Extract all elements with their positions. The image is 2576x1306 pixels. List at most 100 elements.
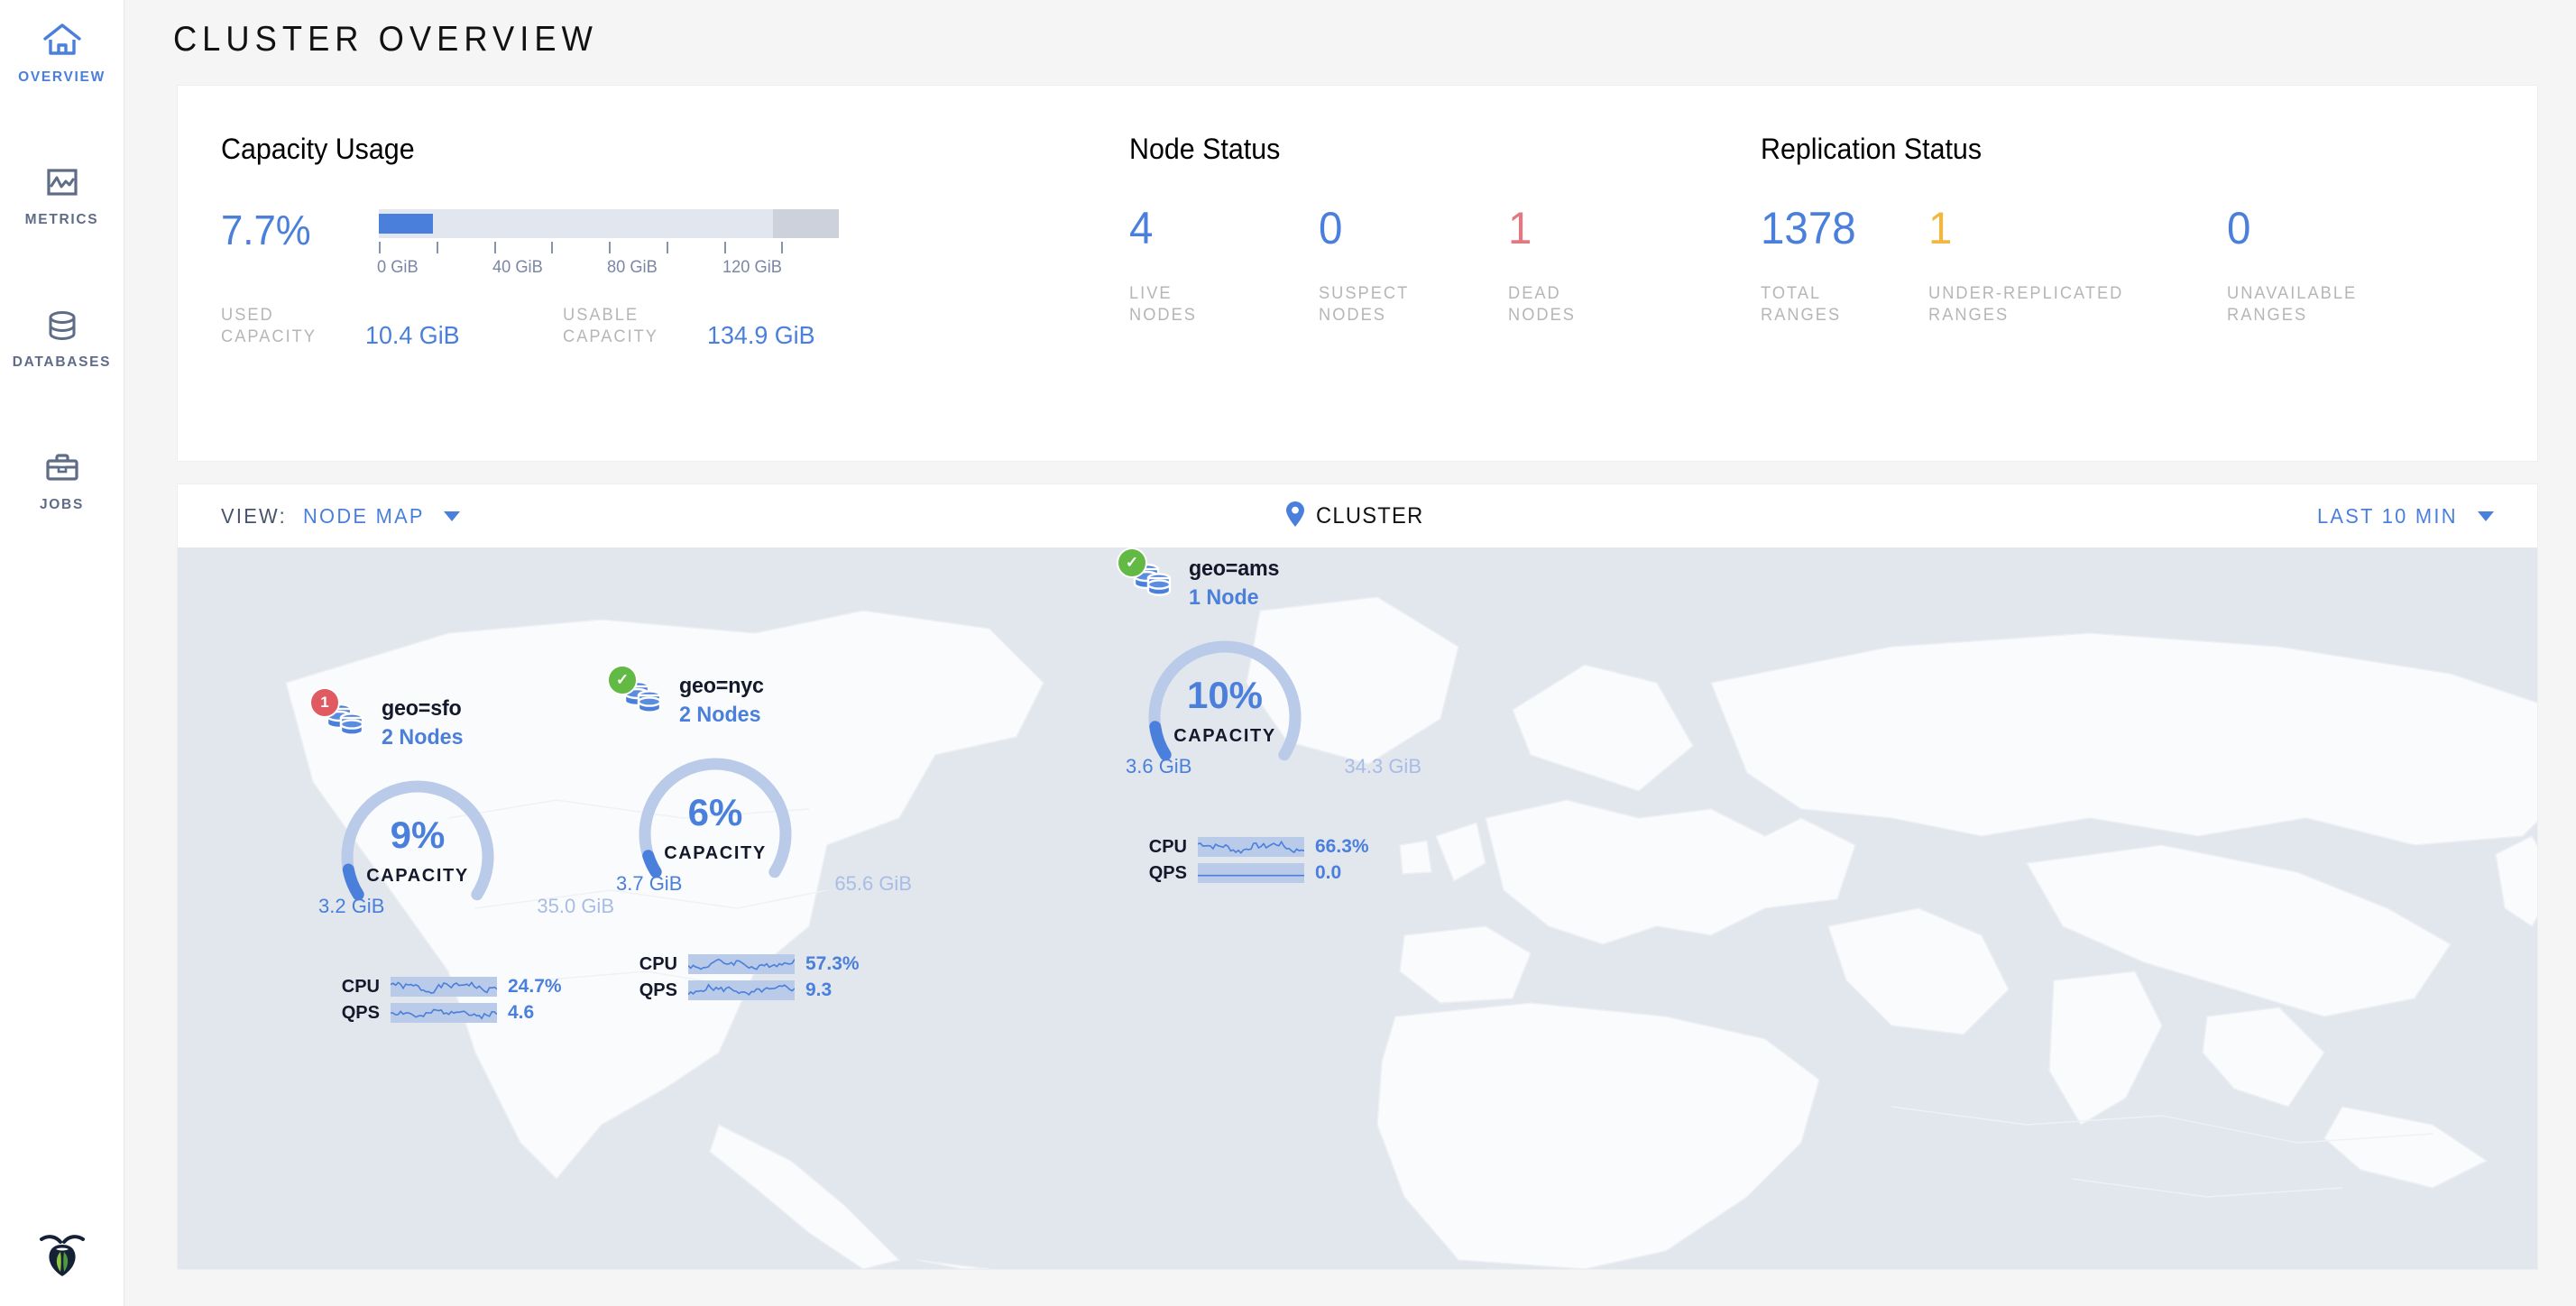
metric-value: 9.3: [805, 980, 833, 1000]
map-locality-marker[interactable]: ✓ geo=ams 1 Node: [1117, 547, 1436, 883]
chart-icon: [41, 159, 83, 207]
locality-metrics: CPU 24.7% QPS 4.6: [333, 976, 603, 1028]
gauge-capacity-label: CAPACITY: [1173, 726, 1276, 746]
time-range-selector[interactable]: LAST 10 MIN: [2317, 504, 2494, 529]
axis-tick: [379, 242, 381, 253]
stat-value: 1: [1928, 203, 1953, 253]
locality-header[interactable]: ✓ geo=nyc 2 Nodes: [607, 665, 926, 728]
locality-name: geo=nyc: [679, 674, 764, 698]
dead-node-badge: 1: [309, 687, 340, 718]
sidebar-item-label: METRICS: [24, 212, 99, 227]
sidebar: OVERVIEW METRICS DATABASES: [0, 0, 124, 1306]
sidebar-item-jobs[interactable]: JOBS: [0, 444, 124, 523]
gauge-percent: 10%: [1186, 674, 1264, 716]
gauge-used-value: 3.2 GiB: [318, 895, 385, 917]
gauge-fill: [1149, 721, 1172, 761]
stat-value: 0: [1319, 203, 1343, 253]
metric-sparkline: [390, 977, 498, 997]
unavailable-ranges-stat: 0 UNAVAILABLE RANGES: [2227, 206, 2428, 327]
sidebar-item-label: JOBS: [39, 497, 84, 512]
stat-value: 4: [1129, 203, 1154, 253]
gauge-total-value: 34.3 GiB: [1344, 755, 1421, 777]
metric-value: 4.6: [508, 1002, 535, 1023]
stat-label: TOTAL RANGES: [1761, 284, 1842, 326]
gauge-track: [639, 758, 792, 878]
gauge-total-value: 35.0 GiB: [537, 895, 614, 917]
locality-name: geo=sfo: [382, 696, 462, 721]
metric-label: QPS: [341, 1002, 380, 1023]
sidebar-item-overview[interactable]: OVERVIEW: [0, 16, 124, 96]
world-map[interactable]: 1 geo=sfo 2 Nodes: [178, 547, 2537, 1269]
sidebar-item-metrics[interactable]: METRICS: [0, 159, 124, 238]
view-label: VIEW:: [221, 503, 287, 528]
metric-label: CPU: [341, 976, 380, 997]
axis-tick-label: 80 GiB: [607, 258, 658, 277]
axis-tick: [666, 242, 668, 253]
capacity-gauge: 9% CAPACITY 3.2 GiB 35.0 GiB: [309, 758, 629, 917]
capacity-track: [379, 209, 839, 238]
stat-label: UNDER-REPLICATED RANGES: [1928, 284, 2124, 326]
view-selector[interactable]: NODE MAP: [302, 503, 425, 528]
section-title: Capacity Usage: [221, 133, 415, 165]
sidebar-item-label: DATABASES: [12, 354, 112, 370]
gauge-track: [341, 780, 494, 901]
time-range-label[interactable]: LAST 10 MIN: [2316, 503, 2458, 528]
usable-capacity-value: 134.9 GiB: [706, 321, 815, 349]
under-replicated-ranges-stat: 1 UNDER-REPLICATED RANGES: [1928, 206, 2226, 327]
node-map-panel: VIEW: NODE MAP CLUSTER LAST 10 MIN: [177, 483, 2538, 1270]
stat-label: SUSPECT NODES: [1319, 284, 1410, 326]
section-title: Replication Status: [1761, 133, 1983, 165]
locality-node-count: 1 Node: [1189, 585, 1259, 610]
metric-row: CPU 66.3%: [1140, 836, 1411, 858]
metric-sparkline: [687, 954, 796, 974]
map-toolbar: VIEW: NODE MAP CLUSTER LAST 10 MIN: [178, 484, 2537, 547]
chevron-down-icon[interactable]: [2478, 510, 2494, 521]
axis-tick-label: 0 GiB: [377, 258, 419, 277]
usable-capacity-stat: USABLE CAPACITY 134.9 GiB: [563, 305, 820, 350]
stat-label: DEAD NODES: [1508, 284, 1576, 326]
gauge-track: [1148, 640, 1302, 761]
home-icon: [41, 16, 83, 65]
axis-tick: [781, 242, 784, 253]
metric-label: CPU: [1148, 836, 1187, 857]
used-capacity-stat: USED CAPACITY 10.4 GiB: [221, 305, 464, 350]
metric-value: 0.0: [1315, 862, 1342, 883]
used-capacity-label: USED CAPACITY: [221, 306, 317, 347]
sidebar-item-label: OVERVIEW: [18, 69, 106, 85]
axis-tick-label: 40 GiB: [492, 258, 543, 277]
metric-sparkline: [687, 980, 796, 1000]
breadcrumb[interactable]: CLUSTER: [1316, 502, 1424, 529]
sidebar-item-databases[interactable]: DATABASES: [0, 301, 124, 381]
locality-header[interactable]: ✓ geo=ams 1 Node: [1117, 547, 1436, 611]
axis-tick: [436, 242, 438, 253]
page-title: CLUSTER OVERVIEW: [172, 20, 598, 59]
chevron-down-icon[interactable]: [443, 510, 460, 521]
metric-value: 66.3%: [1315, 836, 1369, 857]
metric-row: CPU 57.3%: [630, 953, 901, 975]
metric-label: CPU: [639, 953, 677, 974]
used-capacity-value: 10.4 GiB: [365, 321, 460, 349]
briefcase-icon: [41, 444, 83, 492]
capacity-unusable-segment: [773, 209, 839, 238]
capacity-gauge: 10% CAPACITY 3.6 GiB 34.3 GiB: [1117, 618, 1436, 777]
metric-sparkline: [390, 1003, 498, 1023]
gauge-capacity-label: CAPACITY: [366, 866, 469, 886]
map-locality-marker[interactable]: ✓ geo=nyc 2 Nodes: [607, 665, 926, 1000]
metric-value: 57.3%: [805, 953, 860, 974]
locality-metrics: CPU 57.3% QPS 9.3: [630, 953, 901, 1006]
axis-tick-label: 120 GiB: [722, 258, 782, 277]
metric-row: QPS 0.0: [1140, 862, 1411, 884]
map-locality-marker[interactable]: 1 geo=sfo 2 Nodes: [309, 687, 629, 1023]
locality-header[interactable]: 1 geo=sfo 2 Nodes: [309, 687, 629, 750]
healthy-status-badge: ✓: [1117, 547, 1147, 578]
locality-node-count: 2 Nodes: [679, 703, 761, 727]
axis-tick: [723, 242, 726, 253]
capacity-axis-ticks: [379, 242, 839, 256]
node-status-section: Node Status 4 LIVE NODES 0 SUSPECT NODES…: [1129, 133, 1761, 461]
metric-row: QPS 4.6: [333, 1002, 603, 1024]
axis-tick: [551, 242, 554, 253]
database-icon: [41, 301, 83, 350]
locality-node-count: 2 Nodes: [382, 725, 464, 750]
main-content: CLUSTER OVERVIEW Capacity Usage 7.7% 0 G…: [124, 0, 2576, 1306]
gauge-percent: 6%: [687, 791, 743, 833]
